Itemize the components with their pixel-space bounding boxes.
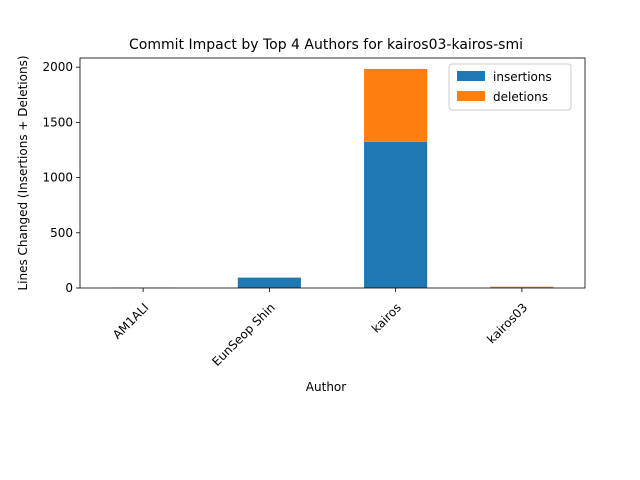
y-axis-title: Lines Changed (Insertions + Deletions) (16, 55, 30, 290)
legend-label-insertions: insertions (493, 70, 552, 84)
legend-swatch-deletions (457, 91, 485, 101)
chart-title: Commit Impact by Top 4 Authors for kairo… (129, 37, 523, 53)
bars (111, 68, 554, 288)
legend: insertions deletions (448, 63, 572, 111)
x-axis-title: Author (306, 380, 346, 394)
legend-swatch-insertions (457, 71, 485, 81)
bar-deletions-3 (490, 286, 554, 288)
y-tick-label: 0 (65, 281, 73, 295)
y-tick-label: 1000 (42, 171, 73, 185)
bar-insertions-2 (364, 141, 428, 288)
y-tick-label: 500 (50, 226, 73, 240)
plot-frame (79, 57, 586, 289)
legend-label-deletions: deletions (493, 90, 548, 104)
y-tick-label: 1500 (42, 115, 73, 129)
y-tick-label: 2000 (42, 60, 73, 74)
bar-deletions-2 (364, 68, 428, 142)
bar-insertions-1 (237, 277, 301, 288)
axes (79, 57, 586, 289)
